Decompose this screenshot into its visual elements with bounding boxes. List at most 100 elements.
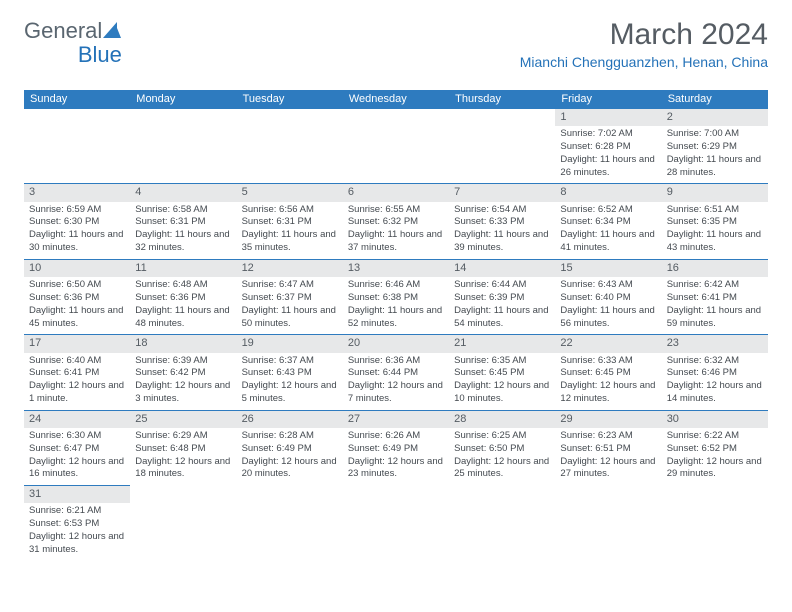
day-details: Sunrise: 6:47 AMSunset: 6:37 PMDaylight:… bbox=[237, 277, 343, 334]
sunrise-text: Sunrise: 6:40 AM bbox=[29, 355, 125, 368]
sunrise-text: Sunrise: 6:36 AM bbox=[348, 355, 444, 368]
day-details: Sunrise: 6:55 AMSunset: 6:32 PMDaylight:… bbox=[343, 202, 449, 259]
daylight-text: Daylight: 11 hours and 43 minutes. bbox=[667, 229, 763, 255]
daylight-text: Daylight: 11 hours and 45 minutes. bbox=[29, 305, 125, 331]
sunset-text: Sunset: 6:41 PM bbox=[29, 367, 125, 380]
day-number: 15 bbox=[555, 260, 661, 277]
sunrise-text: Sunrise: 6:22 AM bbox=[667, 430, 763, 443]
day-number: 30 bbox=[662, 411, 768, 428]
calendar-cell: 6Sunrise: 6:55 AMSunset: 6:32 PMDaylight… bbox=[343, 184, 449, 259]
sunset-text: Sunset: 6:42 PM bbox=[135, 367, 231, 380]
day-details: Sunrise: 6:37 AMSunset: 6:43 PMDaylight:… bbox=[237, 353, 343, 410]
calendar-cell: 30Sunrise: 6:22 AMSunset: 6:52 PMDayligh… bbox=[662, 410, 768, 485]
day-details: Sunrise: 7:02 AMSunset: 6:28 PMDaylight:… bbox=[555, 126, 661, 183]
day-details: Sunrise: 6:56 AMSunset: 6:31 PMDaylight:… bbox=[237, 202, 343, 259]
weekday-header: Tuesday bbox=[237, 90, 343, 109]
calendar-cell bbox=[24, 109, 130, 184]
day-details: Sunrise: 6:43 AMSunset: 6:40 PMDaylight:… bbox=[555, 277, 661, 334]
calendar-table: Sunday Monday Tuesday Wednesday Thursday… bbox=[24, 90, 768, 561]
day-details: Sunrise: 6:33 AMSunset: 6:45 PMDaylight:… bbox=[555, 353, 661, 410]
sunrise-text: Sunrise: 6:42 AM bbox=[667, 279, 763, 292]
day-details: Sunrise: 6:44 AMSunset: 6:39 PMDaylight:… bbox=[449, 277, 555, 334]
calendar-cell: 18Sunrise: 6:39 AMSunset: 6:42 PMDayligh… bbox=[130, 335, 236, 410]
sunset-text: Sunset: 6:36 PM bbox=[29, 292, 125, 305]
sunrise-text: Sunrise: 6:35 AM bbox=[454, 355, 550, 368]
calendar-cell bbox=[449, 109, 555, 184]
sunset-text: Sunset: 6:44 PM bbox=[348, 367, 444, 380]
calendar-cell: 8Sunrise: 6:52 AMSunset: 6:34 PMDaylight… bbox=[555, 184, 661, 259]
daylight-text: Daylight: 11 hours and 52 minutes. bbox=[348, 305, 444, 331]
location-text: Mianchi Chengguanzhen, Henan, China bbox=[520, 54, 768, 70]
day-details: Sunrise: 6:30 AMSunset: 6:47 PMDaylight:… bbox=[24, 428, 130, 485]
day-number: 18 bbox=[130, 335, 236, 352]
day-number: 28 bbox=[449, 411, 555, 428]
daylight-text: Daylight: 11 hours and 48 minutes. bbox=[135, 305, 231, 331]
logo-text-2: Blue bbox=[78, 42, 122, 68]
logo: General bbox=[24, 18, 123, 44]
sunset-text: Sunset: 6:37 PM bbox=[242, 292, 338, 305]
calendar-cell: 13Sunrise: 6:46 AMSunset: 6:38 PMDayligh… bbox=[343, 259, 449, 334]
daylight-text: Daylight: 12 hours and 10 minutes. bbox=[454, 380, 550, 406]
calendar-cell bbox=[343, 109, 449, 184]
month-title: March 2024 bbox=[520, 18, 768, 52]
sunset-text: Sunset: 6:46 PM bbox=[667, 367, 763, 380]
day-details: Sunrise: 6:36 AMSunset: 6:44 PMDaylight:… bbox=[343, 353, 449, 410]
sunset-text: Sunset: 6:45 PM bbox=[454, 367, 550, 380]
day-details: Sunrise: 6:21 AMSunset: 6:53 PMDaylight:… bbox=[24, 503, 130, 560]
day-details: Sunrise: 6:52 AMSunset: 6:34 PMDaylight:… bbox=[555, 202, 661, 259]
sunrise-text: Sunrise: 6:58 AM bbox=[135, 204, 231, 217]
day-number: 11 bbox=[130, 260, 236, 277]
daylight-text: Daylight: 12 hours and 25 minutes. bbox=[454, 456, 550, 482]
sunrise-text: Sunrise: 6:29 AM bbox=[135, 430, 231, 443]
sunset-text: Sunset: 6:34 PM bbox=[560, 216, 656, 229]
calendar-cell: 5Sunrise: 6:56 AMSunset: 6:31 PMDaylight… bbox=[237, 184, 343, 259]
logo-line2: GeneBlue bbox=[24, 42, 122, 68]
sunset-text: Sunset: 6:43 PM bbox=[242, 367, 338, 380]
day-number: 19 bbox=[237, 335, 343, 352]
sunrise-text: Sunrise: 6:46 AM bbox=[348, 279, 444, 292]
daylight-text: Daylight: 12 hours and 5 minutes. bbox=[242, 380, 338, 406]
daylight-text: Daylight: 12 hours and 7 minutes. bbox=[348, 380, 444, 406]
sunrise-text: Sunrise: 6:52 AM bbox=[560, 204, 656, 217]
sunrise-text: Sunrise: 6:43 AM bbox=[560, 279, 656, 292]
calendar-cell: 11Sunrise: 6:48 AMSunset: 6:36 PMDayligh… bbox=[130, 259, 236, 334]
calendar-cell: 17Sunrise: 6:40 AMSunset: 6:41 PMDayligh… bbox=[24, 335, 130, 410]
sunset-text: Sunset: 6:32 PM bbox=[348, 216, 444, 229]
daylight-text: Daylight: 12 hours and 20 minutes. bbox=[242, 456, 338, 482]
sunrise-text: Sunrise: 6:59 AM bbox=[29, 204, 125, 217]
calendar-cell: 24Sunrise: 6:30 AMSunset: 6:47 PMDayligh… bbox=[24, 410, 130, 485]
weekday-header: Monday bbox=[130, 90, 236, 109]
day-details: Sunrise: 6:50 AMSunset: 6:36 PMDaylight:… bbox=[24, 277, 130, 334]
sunrise-text: Sunrise: 6:48 AM bbox=[135, 279, 231, 292]
calendar-cell: 25Sunrise: 6:29 AMSunset: 6:48 PMDayligh… bbox=[130, 410, 236, 485]
sunrise-text: Sunrise: 6:28 AM bbox=[242, 430, 338, 443]
sunrise-text: Sunrise: 6:54 AM bbox=[454, 204, 550, 217]
calendar-cell bbox=[130, 109, 236, 184]
day-details: Sunrise: 6:35 AMSunset: 6:45 PMDaylight:… bbox=[449, 353, 555, 410]
calendar-cell: 28Sunrise: 6:25 AMSunset: 6:50 PMDayligh… bbox=[449, 410, 555, 485]
sunset-text: Sunset: 6:45 PM bbox=[560, 367, 656, 380]
sunrise-text: Sunrise: 6:51 AM bbox=[667, 204, 763, 217]
header: General March 2024 Mianchi Chengguanzhen… bbox=[24, 18, 768, 70]
calendar-cell: 10Sunrise: 6:50 AMSunset: 6:36 PMDayligh… bbox=[24, 259, 130, 334]
sunrise-text: Sunrise: 6:32 AM bbox=[667, 355, 763, 368]
day-details: Sunrise: 6:51 AMSunset: 6:35 PMDaylight:… bbox=[662, 202, 768, 259]
day-number: 5 bbox=[237, 184, 343, 201]
daylight-text: Daylight: 11 hours and 37 minutes. bbox=[348, 229, 444, 255]
sunset-text: Sunset: 6:53 PM bbox=[29, 518, 125, 531]
day-number: 24 bbox=[24, 411, 130, 428]
sunrise-text: Sunrise: 6:33 AM bbox=[560, 355, 656, 368]
sunset-text: Sunset: 6:48 PM bbox=[135, 443, 231, 456]
sunrise-text: Sunrise: 6:21 AM bbox=[29, 505, 125, 518]
calendar-cell: 2Sunrise: 7:00 AMSunset: 6:29 PMDaylight… bbox=[662, 109, 768, 184]
day-number: 20 bbox=[343, 335, 449, 352]
daylight-text: Daylight: 11 hours and 41 minutes. bbox=[560, 229, 656, 255]
day-number: 10 bbox=[24, 260, 130, 277]
day-number: 3 bbox=[24, 184, 130, 201]
sunrise-text: Sunrise: 6:30 AM bbox=[29, 430, 125, 443]
daylight-text: Daylight: 12 hours and 31 minutes. bbox=[29, 531, 125, 557]
day-number: 21 bbox=[449, 335, 555, 352]
sunset-text: Sunset: 6:49 PM bbox=[348, 443, 444, 456]
calendar-cell bbox=[237, 486, 343, 561]
day-number: 23 bbox=[662, 335, 768, 352]
